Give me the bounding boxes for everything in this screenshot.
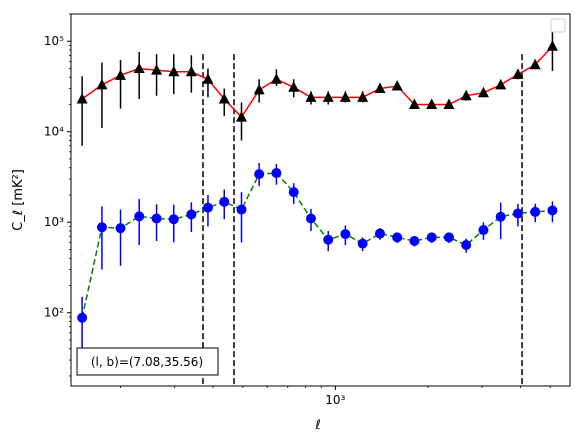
series-1-point <box>323 234 334 245</box>
series-0-point <box>235 111 247 122</box>
series-1-point <box>271 167 282 178</box>
annotation-text: (l, b)=(7.08,35.56) <box>91 355 203 369</box>
series-0-point <box>529 58 541 70</box>
series-0-point <box>270 73 282 84</box>
series-1-point <box>357 238 368 249</box>
series-1-point <box>168 214 179 225</box>
series-1-point <box>186 209 197 220</box>
series-1-point <box>96 222 107 233</box>
series-0-point <box>546 40 558 51</box>
legend-box <box>550 18 566 33</box>
series-1-point <box>151 213 162 224</box>
series-1-point <box>134 211 145 222</box>
series-0-point <box>357 91 369 102</box>
series-1-point <box>512 208 523 219</box>
y-axis-label: C_ℓ [mK²] <box>11 169 26 231</box>
series-1-point <box>392 232 403 243</box>
series-1-point <box>288 187 299 198</box>
series-0-point <box>151 64 163 75</box>
series-0-line <box>81 45 553 119</box>
series-1-point <box>254 169 265 180</box>
legend <box>550 18 566 33</box>
series-0-point <box>477 86 489 98</box>
series-0-point <box>495 78 507 90</box>
x-tick-label: 10³ <box>325 393 345 407</box>
series-0-point <box>76 93 88 104</box>
series-1-point <box>478 225 489 236</box>
series-0-point <box>426 98 438 109</box>
series-1-point <box>202 202 213 213</box>
annotation-box <box>76 347 219 376</box>
series-0-point <box>202 73 214 84</box>
series-1-point <box>77 312 88 323</box>
series-0-point <box>185 65 197 77</box>
series-0-point <box>339 91 351 102</box>
series-1-point <box>530 206 541 217</box>
series-1-point <box>495 211 506 222</box>
series-1-point <box>409 236 420 247</box>
series-0-point <box>288 81 300 92</box>
series-0-point <box>168 65 180 77</box>
series-0-point <box>253 83 265 95</box>
series-0-point <box>322 91 334 102</box>
y-tick-label: 10⁴ <box>44 125 64 139</box>
series-0-point <box>96 78 108 90</box>
plot-area <box>76 25 558 386</box>
x-axis-label: ℓ <box>314 418 320 433</box>
axis-ticks: 10² 10³ 10⁴ 10⁵ 10³ <box>44 13 551 407</box>
series-0-point <box>408 98 420 109</box>
series-1-line <box>81 172 553 318</box>
axes-frame <box>70 13 571 387</box>
series-1-point <box>426 232 437 243</box>
series-1-point <box>236 204 247 215</box>
y-tick-label: 10³ <box>44 215 64 229</box>
series-1-point <box>115 223 126 234</box>
series-1-point <box>547 205 558 216</box>
series-0-point <box>512 68 524 79</box>
series-1-point <box>374 228 385 239</box>
annotation: (l, b)=(7.08,35.56) <box>76 347 219 376</box>
series-1-point <box>461 240 472 251</box>
series-1-point <box>340 229 351 240</box>
series-1-point <box>443 232 454 243</box>
series-0-point <box>443 98 455 109</box>
series-0-point <box>115 69 127 80</box>
series-0-point <box>374 82 386 94</box>
series-0-point <box>218 93 230 104</box>
series-0-point <box>133 62 145 73</box>
y-tick-label: 10⁵ <box>44 34 64 48</box>
series-0-point <box>305 91 317 102</box>
series-1-point <box>219 196 230 207</box>
series-0-point <box>391 80 403 91</box>
series-0-point <box>460 89 472 101</box>
y-tick-label: 10² <box>44 306 64 320</box>
series-1-point <box>305 213 316 224</box>
